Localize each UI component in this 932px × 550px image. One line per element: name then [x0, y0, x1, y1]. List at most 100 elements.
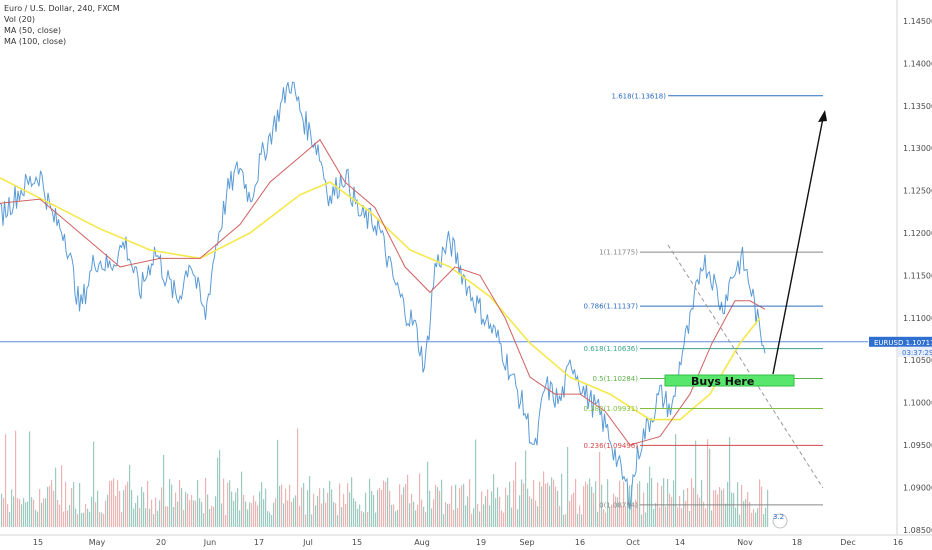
volume-bar	[673, 480, 675, 527]
volume-bar	[225, 514, 227, 527]
volume-bar	[271, 515, 273, 527]
legend-ma100[interactable]: MA (100, close)	[4, 37, 67, 46]
volume-bar	[425, 511, 427, 527]
volume-bar	[663, 478, 665, 527]
volume-bar	[733, 493, 735, 527]
volume-bar	[347, 483, 349, 527]
volume-bar	[397, 509, 399, 527]
volume-bar	[195, 500, 197, 527]
volume-bar	[13, 496, 15, 527]
volume-bar	[555, 486, 557, 527]
volume-bar	[389, 490, 391, 527]
volume-bar	[287, 500, 289, 527]
volume-bar	[31, 497, 33, 527]
volume-bar	[519, 495, 521, 527]
x-axis-tick-label: May	[89, 538, 106, 547]
volume-bar	[25, 502, 27, 527]
volume-bar	[593, 492, 595, 527]
volume-bar	[571, 494, 573, 527]
annotations[interactable]: Buys Here 3.2	[664, 110, 827, 529]
volume-bar	[575, 478, 577, 527]
legend-symbol[interactable]: Euro / U.S. Dollar, 240, FXCM	[4, 4, 120, 13]
legend-volume[interactable]: Vol (20)	[4, 15, 35, 24]
volume-bar	[531, 498, 533, 527]
volume-bar	[163, 454, 165, 527]
volume-bar	[153, 514, 155, 527]
volume-bar	[607, 479, 609, 527]
buy-zone-box[interactable]	[664, 374, 795, 387]
volume-bar	[331, 489, 333, 527]
volume-bar	[293, 498, 295, 527]
buy-zone-label: Buys Here	[691, 375, 754, 388]
volume-bar	[515, 462, 517, 527]
volume-bar	[755, 512, 757, 527]
volume-bar	[57, 500, 59, 527]
price-tag[interactable]	[869, 336, 932, 347]
volume-bar	[613, 493, 615, 527]
volume-bar	[461, 485, 463, 527]
volume-bar	[375, 512, 377, 527]
volume-bar	[263, 499, 265, 527]
volume-bar	[345, 503, 347, 527]
volume-bar	[693, 487, 695, 527]
volume-bar	[37, 511, 39, 527]
y-axis-tick-label: 1.12500	[903, 187, 932, 196]
volume-bar	[423, 506, 425, 527]
legend-ma50[interactable]: MA (50, close)	[4, 26, 62, 35]
volume-bar	[443, 514, 445, 527]
x-axis-tick-label: Nov	[737, 538, 753, 547]
volume-bar	[459, 488, 461, 527]
y-axis-tick-label: 1.12000	[903, 229, 932, 238]
volume-bar	[505, 487, 507, 527]
volume-bar	[83, 512, 85, 527]
fibonacci-retracement[interactable]: 1(1.11775) 0.786(1.11137) 0.618(1.10636) 0.…	[584, 92, 824, 509]
volume-bar	[201, 501, 203, 527]
volume-bar	[435, 484, 437, 527]
y-axis-tick-label: 1.09000	[903, 483, 932, 492]
volume-bar	[549, 485, 551, 527]
fib-trend-line[interactable]	[667, 244, 824, 489]
volume-bar	[219, 449, 221, 527]
volume-bar	[337, 514, 339, 527]
volume-bar	[661, 485, 663, 527]
volume-bar	[259, 491, 261, 527]
volume-bar	[761, 486, 763, 527]
volume-bar	[717, 494, 719, 527]
volume-bar	[763, 514, 765, 527]
volume-bar	[139, 508, 141, 527]
volume-bar	[463, 483, 465, 527]
volume-bar	[721, 490, 723, 527]
volume-bar	[1, 493, 3, 527]
volume-bar	[187, 493, 189, 527]
volume-bar	[329, 481, 331, 527]
volume-bar	[731, 492, 733, 527]
volume-bar	[255, 501, 257, 527]
volume-bar	[451, 485, 453, 527]
volume-bar	[723, 488, 725, 527]
volume-bar	[681, 508, 683, 527]
volume-bar	[145, 508, 147, 527]
volume-bar	[257, 505, 259, 527]
volume-bar	[67, 510, 69, 527]
target-arrow[interactable]	[772, 117, 824, 375]
volume-bar	[489, 505, 491, 527]
volume-bar	[45, 498, 47, 527]
volume-bar	[281, 484, 283, 527]
ma50-line	[0, 138, 766, 446]
volume-bar	[539, 481, 541, 527]
volume-bar	[285, 488, 287, 527]
volume-bar	[369, 478, 371, 527]
volume-bar	[111, 480, 113, 527]
volume-bar	[313, 493, 315, 527]
volume-bar	[753, 509, 755, 527]
volume-bar	[149, 508, 151, 527]
volume-bar	[49, 485, 51, 527]
volume-bar	[227, 482, 229, 527]
volume-bar	[221, 503, 223, 527]
volume-bar	[533, 480, 535, 527]
event-badge-icon[interactable]	[772, 513, 788, 529]
fib-level-label: 0.382(1.09931)	[584, 405, 639, 413]
